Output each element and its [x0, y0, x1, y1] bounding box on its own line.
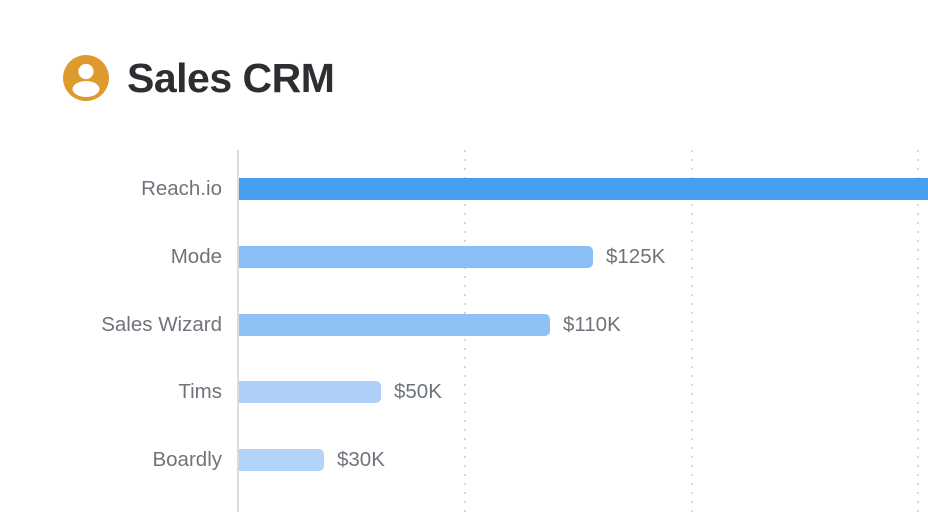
y-axis-line [237, 150, 239, 512]
x-gridline [917, 150, 920, 512]
bar [239, 245, 593, 268]
category-label: Sales Wizard [101, 312, 222, 336]
page-title: Sales CRM [127, 54, 335, 101]
category-label: Mode [170, 244, 222, 268]
bar [239, 313, 550, 336]
chart-header: Sales CRM [62, 54, 335, 102]
bar [239, 381, 381, 404]
bar-chart: Reach.io Mode $125K Sales Wizard $110K Tims $5… [0, 150, 928, 512]
user-icon [62, 54, 110, 102]
value-label: $50K [394, 380, 442, 404]
value-label: $125K [606, 244, 666, 268]
category-label: Tims [178, 380, 222, 404]
value-label: $30K [337, 448, 385, 471]
bar [239, 178, 928, 200]
value-label: $110K [563, 312, 621, 336]
x-gridline [690, 150, 693, 512]
category-label: Reach.io [141, 177, 222, 200]
bar [239, 449, 324, 471]
category-label: Boardly [152, 448, 222, 471]
